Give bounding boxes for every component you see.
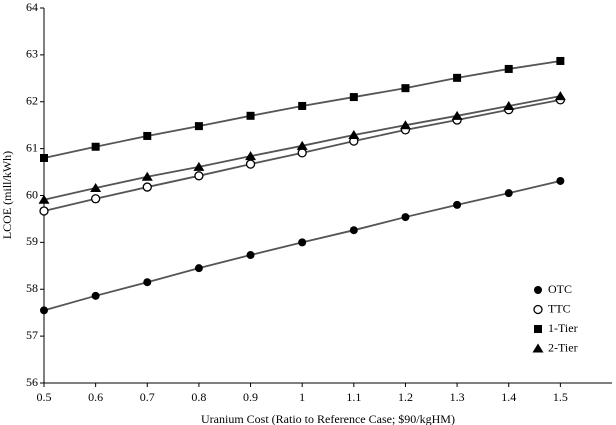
marker [40,306,48,315]
marker [39,206,49,216]
marker [532,343,544,353]
marker [401,84,410,93]
x-tick-label: 1.3 [450,390,465,404]
x-tick-label: 1.1 [346,390,361,404]
marker [246,251,255,260]
x-tick-label: 0.5 [37,390,52,404]
marker [194,122,203,131]
marker [453,73,462,82]
y-tick-label: 56 [26,375,38,389]
y-tick-label: 58 [26,281,38,295]
x-tick-label: 0.9 [243,390,258,404]
marker [453,200,462,209]
marker [143,131,152,140]
marker [194,264,203,273]
marker [91,142,100,151]
marker [348,130,360,140]
marker [534,286,542,294]
marker [401,213,410,222]
y-tick-label: 62 [26,94,38,108]
marker [349,226,358,235]
x-tick-label: 0.8 [191,390,206,404]
legend-label: 2-Tier [548,340,578,354]
marker [504,189,513,198]
marker [503,100,515,110]
marker [143,278,152,287]
x-tick-label: 1.5 [553,390,568,404]
x-tick-label: 1.4 [501,390,516,404]
marker [554,91,566,101]
x-tick-label: 0.6 [88,390,103,404]
marker [246,111,255,120]
marker [399,120,411,130]
y-tick-label: 64 [26,0,38,14]
marker [193,161,205,171]
marker [534,325,542,333]
marker [245,151,257,161]
marker [556,176,565,185]
marker [142,182,152,192]
marker [296,140,308,150]
y-tick-label: 60 [26,187,38,201]
y-axis-label: LCOE (mill/kWh) [0,151,14,239]
marker [451,110,463,120]
marker [40,154,48,162]
y-tick-label: 59 [26,234,38,248]
x-axis-label: Uranium Cost (Ratio to Reference Case; $… [201,412,455,425]
x-tick-label: 1 [299,390,305,404]
y-tick-label: 61 [26,140,38,154]
marker [349,93,358,102]
legend-label: 1-Tier [548,321,578,335]
x-tick-label: 1.2 [398,390,413,404]
marker [194,171,204,181]
y-tick-label: 63 [26,47,38,61]
marker [297,148,307,158]
marker [245,159,256,169]
x-tick-label: 0.7 [140,390,155,404]
marker [38,194,50,204]
marker [556,56,565,65]
marker [504,64,513,73]
marker [298,101,307,110]
marker [91,291,100,300]
marker [533,304,543,315]
legend-label: OTC [548,282,572,296]
marker [141,171,153,181]
y-tick-label: 57 [26,328,38,342]
marker [298,238,307,247]
marker [90,183,102,192]
marker [90,194,101,204]
legend-label: TTC [548,301,571,315]
